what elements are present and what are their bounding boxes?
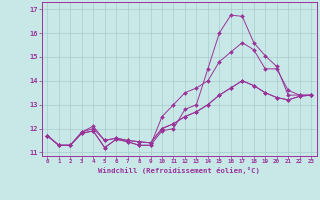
X-axis label: Windchill (Refroidissement éolien,°C): Windchill (Refroidissement éolien,°C) [98, 167, 260, 174]
